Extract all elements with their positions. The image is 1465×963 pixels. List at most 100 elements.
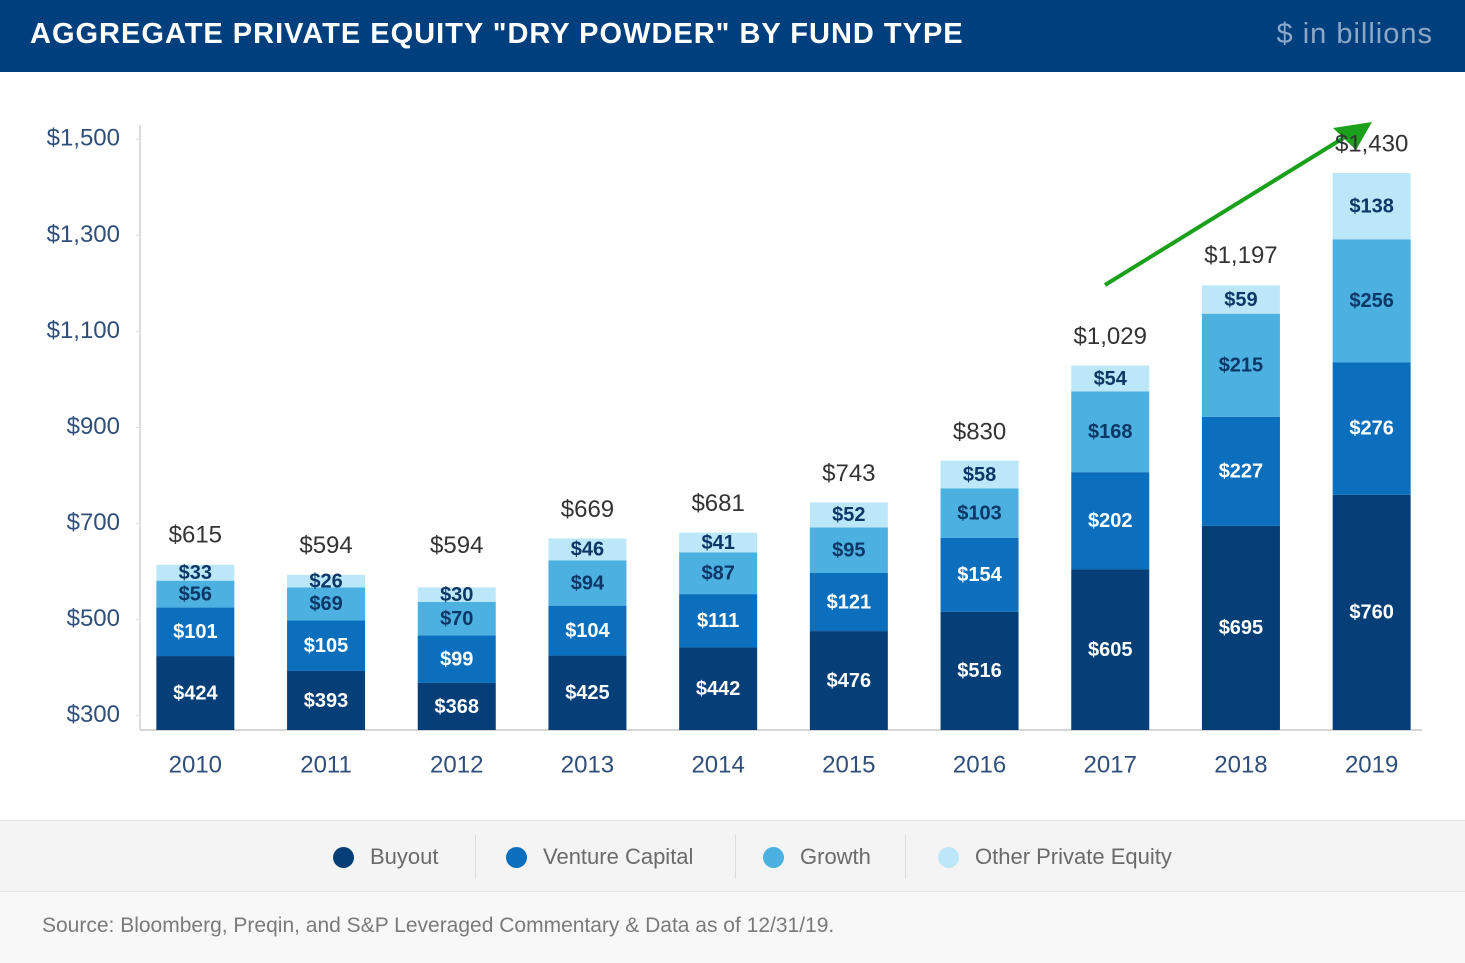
bar-segment <box>548 538 627 561</box>
segment-label: $111 <box>697 610 739 632</box>
bar-segment <box>679 647 758 730</box>
segment-label: $424 <box>173 682 218 704</box>
segment-label: $58 <box>963 464 996 486</box>
bar-segment <box>1071 569 1150 730</box>
total-label: $594 <box>430 532 483 559</box>
bar-segment <box>548 655 627 730</box>
segment-label: $46 <box>571 539 604 561</box>
bar-segment <box>287 620 366 671</box>
y-tick-label: $1,100 <box>47 317 120 344</box>
segment-label: $95 <box>832 539 865 561</box>
total-label: $615 <box>169 522 222 549</box>
bar-segment <box>940 537 1019 612</box>
bar-segment <box>809 572 888 632</box>
trend-arrow-head <box>1333 122 1372 150</box>
x-tick-label: 2015 <box>822 751 875 778</box>
bar-segment <box>156 656 235 730</box>
total-label: $669 <box>561 496 614 523</box>
segment-label: $425 <box>565 682 610 704</box>
y-tick-label: $900 <box>67 413 120 440</box>
legend-label: Other Private Equity <box>975 844 1172 869</box>
bar-segment <box>287 670 366 730</box>
y-tick-label: $1,500 <box>47 125 120 152</box>
bar-segment <box>417 682 496 730</box>
legend-item: Other Private Equity <box>938 843 1172 871</box>
bar-segment <box>809 502 888 528</box>
bar-segment <box>1201 285 1280 314</box>
x-tick-label: 2016 <box>953 751 1006 778</box>
source-note: Source: Bloomberg, Preqin, and S&P Lever… <box>42 914 835 937</box>
segment-label: $104 <box>565 620 610 642</box>
legend-item: Growth <box>763 843 871 871</box>
x-tick-label: 2014 <box>691 751 744 778</box>
bar-segment <box>809 631 888 730</box>
legend-swatch <box>763 846 784 868</box>
x-tick-label: 2017 <box>1084 751 1137 778</box>
bar-segment <box>679 532 758 553</box>
segment-label: $760 <box>1349 602 1394 624</box>
segment-label: $70 <box>440 608 473 630</box>
segment-label: $202 <box>1088 510 1133 532</box>
legend-label: Buyout <box>370 844 439 869</box>
legend: Buyout Venture Capital Growth Other Private… <box>0 820 1465 892</box>
total-label: $743 <box>822 460 875 487</box>
bar-segment <box>1332 362 1411 495</box>
bar-segment <box>287 587 366 621</box>
bar-segment <box>679 552 758 595</box>
segment-label: $99 <box>440 648 473 670</box>
x-tick-label: 2019 <box>1345 751 1398 778</box>
segment-label: $26 <box>309 570 342 592</box>
segment-label: $393 <box>304 690 349 712</box>
legend-separator <box>735 835 736 879</box>
segment-label: $33 <box>179 562 212 584</box>
y-tick-label: $700 <box>67 509 120 536</box>
legend-label: Venture Capital <box>543 844 694 869</box>
bar-segment <box>548 605 627 656</box>
y-tick-label: $500 <box>67 605 120 632</box>
bar-segment <box>548 560 627 606</box>
total-label: $1,197 <box>1204 242 1277 269</box>
total-label: $681 <box>691 490 744 517</box>
segment-label: $59 <box>1224 289 1257 311</box>
y-tick-label: $1,300 <box>47 221 120 248</box>
total-label: $1,029 <box>1074 323 1147 350</box>
legend-label: Growth <box>800 844 871 869</box>
segment-label: $56 <box>179 583 212 605</box>
bar-segment <box>417 601 496 636</box>
segment-label: $215 <box>1219 355 1264 377</box>
segment-label: $442 <box>696 678 741 700</box>
bar-segment <box>1201 416 1280 526</box>
segment-label: $276 <box>1349 418 1394 440</box>
segment-label: $94 <box>571 572 605 594</box>
segment-label: $516 <box>957 660 1002 682</box>
bar-segment <box>417 635 496 683</box>
segment-label: $227 <box>1219 461 1264 483</box>
trend-arrow <box>1103 135 1347 287</box>
segment-label: $52 <box>832 504 865 526</box>
bar-segment <box>156 564 235 581</box>
segment-label: $54 <box>1094 368 1128 390</box>
legend-separator <box>475 835 476 879</box>
segment-label: $695 <box>1219 617 1264 639</box>
x-tick-label: 2012 <box>430 751 483 778</box>
bar-segment <box>940 460 1019 489</box>
bar-segment <box>1071 472 1150 570</box>
legend-item: Venture Capital <box>506 843 693 871</box>
segment-label: $69 <box>309 593 342 615</box>
segment-label: $87 <box>701 563 734 585</box>
segment-label: $476 <box>827 670 872 692</box>
bar-segment <box>287 574 366 588</box>
legend-item: Buyout <box>333 843 439 871</box>
segment-label: $103 <box>957 502 1002 524</box>
bar-segment <box>1071 391 1150 473</box>
bar-segment <box>940 611 1019 730</box>
legend-swatch <box>938 846 959 868</box>
segment-label: $121 <box>827 591 872 613</box>
segment-label: $105 <box>304 635 349 657</box>
bar-segment <box>1332 173 1411 240</box>
bar-segment <box>1201 525 1280 730</box>
x-tick-label: 2018 <box>1214 751 1267 778</box>
segment-label: $138 <box>1349 195 1394 217</box>
footer <box>0 892 1465 963</box>
